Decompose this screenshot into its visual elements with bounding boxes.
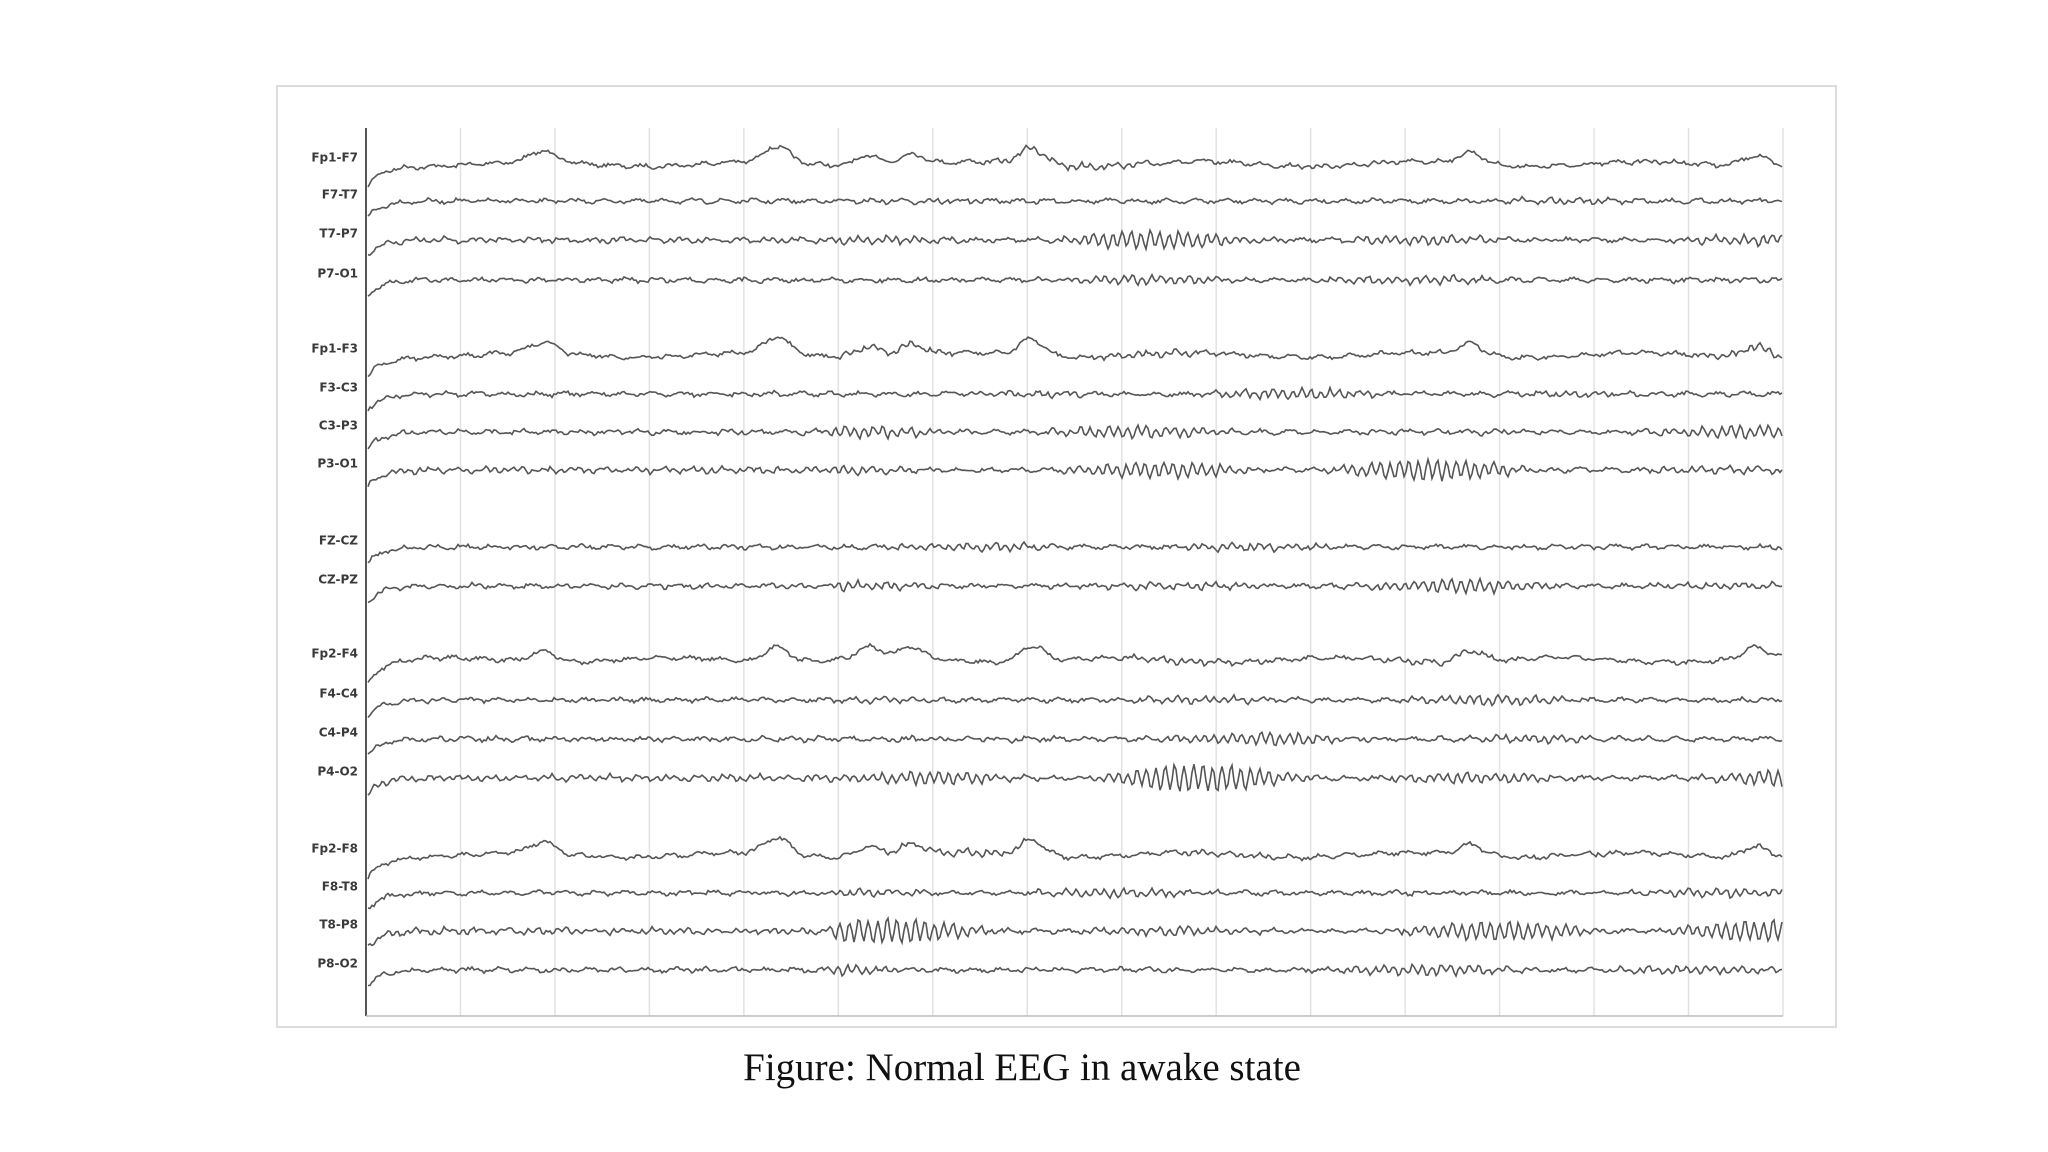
figure-frame: [276, 85, 1837, 1028]
channel-label: Fp1-F7: [311, 151, 358, 165]
channel-label: C3-P3: [319, 419, 358, 433]
eeg-trace: [367, 693, 1783, 719]
eeg-trace: [367, 886, 1783, 910]
eeg-trace: [367, 273, 1783, 297]
eeg-trace: [367, 456, 1783, 487]
channel-label: T8-P8: [319, 918, 358, 932]
eeg-trace: [367, 144, 1783, 188]
traces: Fp1-F7 F7-T7 T7-P7 P7-O1 Fp1-F3 F3-C3 C3-P3 P3-…: [311, 144, 1783, 987]
caption: Figure: Normal EEG in awake state: [743, 1046, 1301, 1089]
channel-label: FZ-CZ: [319, 534, 358, 548]
channel-label: CZ-PZ: [318, 573, 358, 587]
eeg-trace: [367, 576, 1783, 604]
eeg-trace: [367, 227, 1783, 256]
channel-label: P8-O2: [317, 957, 358, 971]
eeg-trace: [367, 385, 1783, 412]
eeg-trace: [367, 642, 1783, 683]
channel-label: F7-T7: [322, 188, 358, 202]
eeg-trace: [367, 423, 1783, 450]
eeg-trace: [367, 835, 1783, 880]
channel-label: P7-O1: [317, 267, 358, 281]
channel-label: F3-C3: [319, 381, 358, 395]
eeg-trace: [367, 336, 1783, 378]
eeg-trace: [367, 962, 1783, 987]
channel-label: F4-C4: [319, 687, 358, 701]
channel-label: P3-O1: [317, 457, 358, 471]
eeg-trace: [367, 195, 1783, 217]
channel-label: T7-P7: [319, 227, 358, 241]
channel-label: Fp2-F4: [311, 647, 358, 661]
channel-label: F8-T8: [322, 880, 358, 894]
eeg-trace: [367, 916, 1783, 947]
eeg-trace: [367, 730, 1783, 755]
eeg-trace: [367, 540, 1783, 564]
channel-label: Fp2-F8: [311, 842, 358, 856]
eeg-trace: [367, 762, 1783, 796]
channel-label: Fp1-F3: [311, 342, 358, 356]
channel-label: P4-O2: [317, 765, 358, 779]
channel-label: C4-P4: [319, 726, 358, 740]
